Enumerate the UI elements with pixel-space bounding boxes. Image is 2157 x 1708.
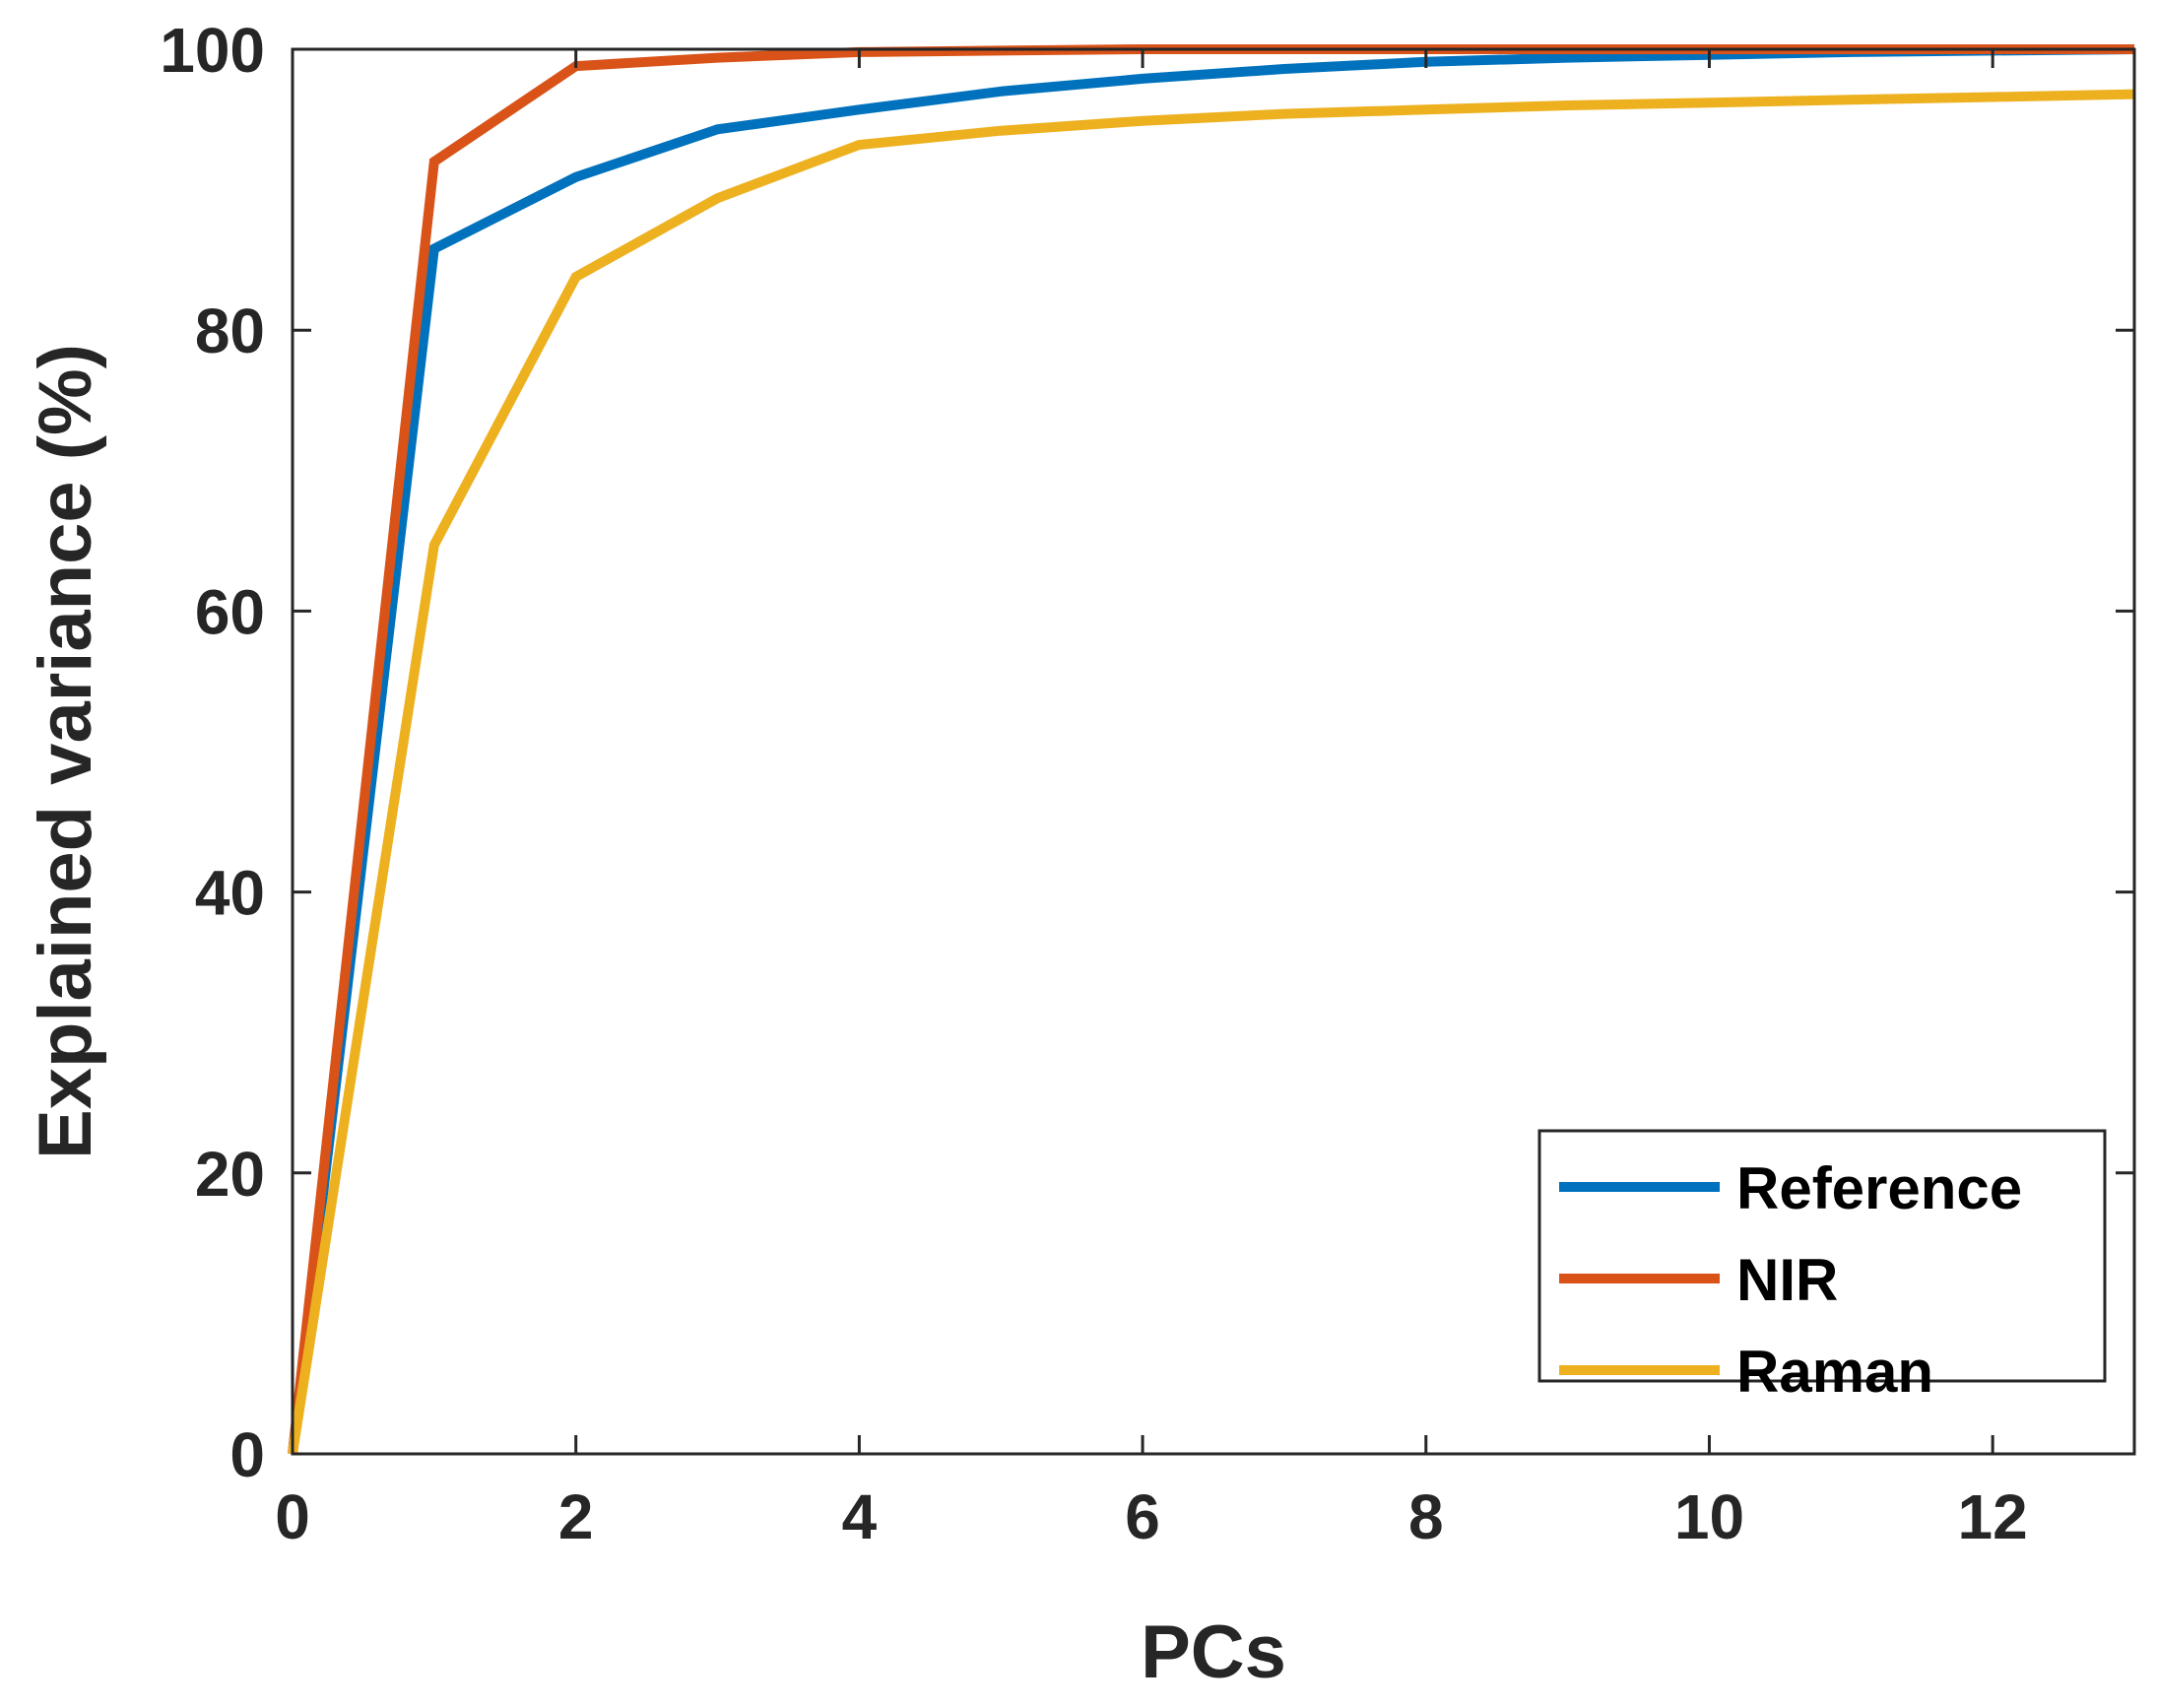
y-tick-label: 60 [195,576,265,647]
y-axis-title: Explained variance (%) [24,344,107,1159]
y-tick-label: 100 [160,15,265,86]
y-tick-label: 80 [195,296,265,366]
x-tick-label: 8 [1408,1481,1444,1552]
legend: Reference NIR Raman [1537,1129,2107,1405]
y-tick-label: 40 [195,858,265,929]
y-tick-label: 0 [229,1419,265,1490]
series-line-raman [288,89,2135,1455]
plot-area-frame [291,47,2136,1456]
x-tick-label: 10 [1674,1481,1744,1552]
x-tick-label: 12 [1958,1481,2028,1552]
legend-label-reference: Reference [1736,1155,2022,1221]
x-tick-label: 0 [275,1481,310,1552]
axes-layer: 0 2 4 6 8 10 12 0 20 40 60 80 100 [160,15,2136,1552]
legend-box [1537,1129,2107,1383]
legend-label-nir: NIR [1736,1247,1838,1313]
y-tick-label: 20 [195,1139,265,1210]
x-tick-label: 2 [558,1481,594,1552]
x-axis-title: PCs [1141,1610,1286,1694]
x-tick-label: 6 [1125,1481,1160,1552]
legend-label-raman: Raman [1736,1339,1933,1405]
x-tick-label: 4 [842,1481,878,1552]
